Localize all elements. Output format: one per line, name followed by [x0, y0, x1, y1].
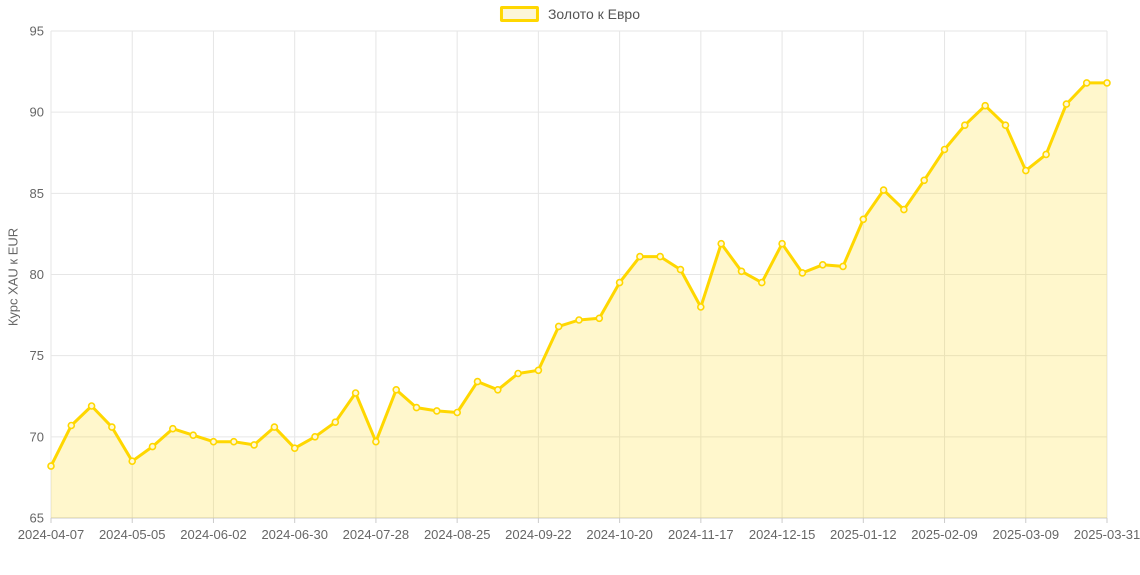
data-point-marker[interactable]	[981, 101, 990, 110]
data-point-marker[interactable]	[1062, 100, 1071, 108]
y-axis-label: 70	[30, 429, 44, 444]
x-axis-label: 2024-06-30	[261, 527, 328, 542]
data-point-marker[interactable]	[920, 176, 929, 185]
data-point-marker[interactable]	[1001, 121, 1010, 129]
data-point-marker[interactable]	[169, 424, 177, 433]
data-point-marker[interactable]	[818, 260, 827, 269]
data-point-marker[interactable]	[250, 441, 258, 449]
data-point-marker[interactable]	[432, 407, 441, 415]
data-point-marker[interactable]	[392, 385, 401, 394]
y-axis-label: 65	[30, 511, 44, 526]
data-point-marker[interactable]	[839, 262, 847, 271]
data-point-marker[interactable]	[108, 423, 116, 431]
data-point-marker[interactable]	[189, 431, 197, 440]
data-point-marker[interactable]	[737, 267, 746, 276]
legend-label: Золото к Евро	[547, 6, 641, 22]
data-point-marker[interactable]	[351, 389, 360, 397]
y-axis-label: 85	[30, 186, 44, 201]
data-point-marker[interactable]	[940, 145, 949, 154]
y-axis-label: 75	[30, 348, 44, 363]
data-point-marker[interactable]	[696, 303, 705, 311]
series-area-fill	[51, 82, 1107, 519]
x-axis-label: 2024-06-02	[180, 527, 247, 542]
data-point-marker[interactable]	[47, 462, 55, 470]
data-point-marker[interactable]	[230, 437, 238, 446]
data-point-marker[interactable]	[798, 269, 807, 277]
data-point-marker[interactable]	[900, 205, 908, 214]
data-point-marker[interactable]	[778, 239, 786, 248]
x-axis-label: 2025-03-09	[993, 527, 1060, 542]
data-point-marker[interactable]	[1103, 79, 1111, 87]
y-axis-label: 90	[30, 105, 44, 120]
x-axis-label: 2024-10-20	[586, 527, 653, 542]
x-axis-label: 2024-08-25	[424, 527, 491, 542]
data-point-marker[interactable]	[676, 265, 685, 274]
y-axis-label: 80	[30, 267, 44, 282]
data-point-marker[interactable]	[372, 437, 380, 446]
x-axis-label: 2024-04-07	[18, 527, 85, 542]
x-axis-label: 2024-12-15	[749, 527, 816, 542]
y-axis-title: Курс XAU к EUR	[5, 227, 21, 327]
data-point-marker[interactable]	[534, 366, 543, 375]
data-point-marker[interactable]	[1022, 166, 1030, 175]
data-point-marker[interactable]	[879, 186, 888, 194]
data-point-marker[interactable]	[270, 423, 279, 431]
data-point-marker[interactable]	[757, 278, 766, 287]
data-point-marker[interactable]	[453, 408, 462, 417]
data-point-marker[interactable]	[514, 369, 522, 378]
data-point-marker[interactable]	[473, 377, 482, 386]
data-point-marker[interactable]	[148, 442, 157, 451]
data-point-marker[interactable]	[859, 215, 868, 224]
data-point-marker[interactable]	[128, 457, 136, 466]
data-point-marker[interactable]	[209, 437, 218, 446]
data-point-marker[interactable]	[331, 418, 340, 427]
data-point-marker[interactable]	[554, 322, 563, 331]
data-point-marker[interactable]	[636, 252, 644, 261]
x-axis-label: 2024-11-17	[668, 527, 734, 542]
x-axis-label: 2025-03-31	[1074, 527, 1140, 542]
data-point-marker[interactable]	[87, 402, 96, 410]
data-point-marker[interactable]	[493, 385, 502, 394]
data-point-marker[interactable]	[412, 403, 421, 412]
data-point-marker[interactable]	[67, 421, 76, 430]
data-point-marker[interactable]	[656, 252, 665, 261]
data-point-marker[interactable]	[595, 314, 604, 323]
data-point-marker[interactable]	[575, 316, 583, 324]
data-point-marker[interactable]	[1082, 79, 1091, 87]
data-point-marker[interactable]	[960, 121, 969, 129]
x-axis-label: 2025-02-09	[911, 527, 978, 542]
legend-swatch	[499, 6, 539, 22]
x-axis-label: 2024-05-05	[99, 527, 166, 542]
x-axis-label: 2024-09-22	[505, 527, 572, 542]
data-point-marker[interactable]	[1042, 150, 1050, 159]
x-axis-label: 2024-07-28	[343, 527, 410, 542]
data-point-marker[interactable]	[717, 239, 726, 248]
y-axis-label: 95	[30, 24, 44, 39]
legend-item-gold-eur[interactable]: Золото к Евро	[499, 6, 641, 22]
data-point-marker[interactable]	[290, 444, 299, 453]
x-axis-label: 2025-01-12	[830, 527, 897, 542]
data-point-marker[interactable]	[311, 432, 319, 441]
data-point-marker[interactable]	[615, 278, 624, 287]
